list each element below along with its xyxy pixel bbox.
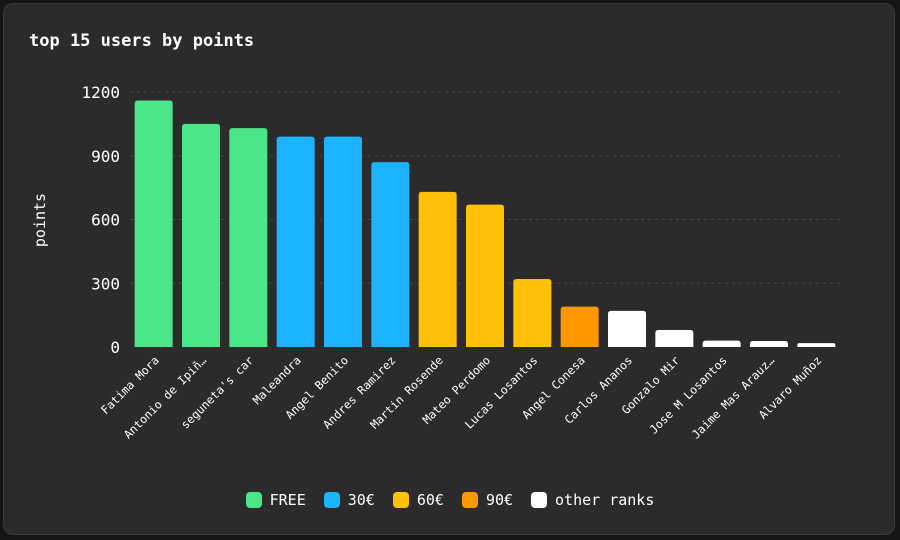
legend-item: 90€	[461, 491, 514, 509]
legend-swatch	[245, 492, 262, 508]
x-tick-label: Antonio de Ipiñ…	[121, 353, 209, 441]
y-tick-label: 0	[110, 338, 120, 357]
bar	[513, 279, 552, 347]
bar	[276, 136, 315, 347]
bar	[466, 204, 504, 347]
chart-title: top 15 users by points	[29, 31, 255, 51]
legend-label: FREE	[269, 491, 306, 509]
chart-legend: FREE 30€ 60€ 90€ other ranks	[0, 490, 900, 510]
legend-item: 60€	[392, 491, 444, 509]
y-tick-label: 900	[91, 147, 120, 166]
bar	[797, 343, 836, 347]
y-tick-label: 300	[91, 274, 120, 293]
bar	[324, 136, 362, 347]
bar	[134, 100, 173, 347]
x-tick-label: Jaime Mas Arauz…	[689, 353, 777, 441]
bar	[371, 162, 410, 347]
legend-item: 30€	[323, 491, 375, 509]
bar	[655, 330, 694, 347]
bar	[418, 191, 457, 347]
legend-label: other ranks	[555, 491, 655, 509]
y-tick-label: 600	[91, 211, 120, 230]
bar	[750, 341, 788, 347]
bar	[702, 340, 741, 347]
legend-item: other ranks	[531, 491, 654, 509]
bar	[608, 310, 646, 347]
legend-label: 90€	[485, 491, 514, 509]
legend-swatch	[323, 492, 340, 508]
legend-swatch	[531, 492, 548, 508]
y-tick-label: 1200	[81, 83, 120, 102]
legend-label: 30€	[347, 491, 375, 509]
y-axis-label: points	[31, 193, 49, 247]
legend-swatch	[392, 492, 409, 508]
legend-swatch	[461, 492, 478, 508]
legend-label: 60€	[416, 491, 444, 509]
bar	[229, 128, 268, 347]
bar	[560, 306, 599, 347]
legend-item: FREE	[245, 491, 306, 509]
bar	[182, 123, 220, 347]
